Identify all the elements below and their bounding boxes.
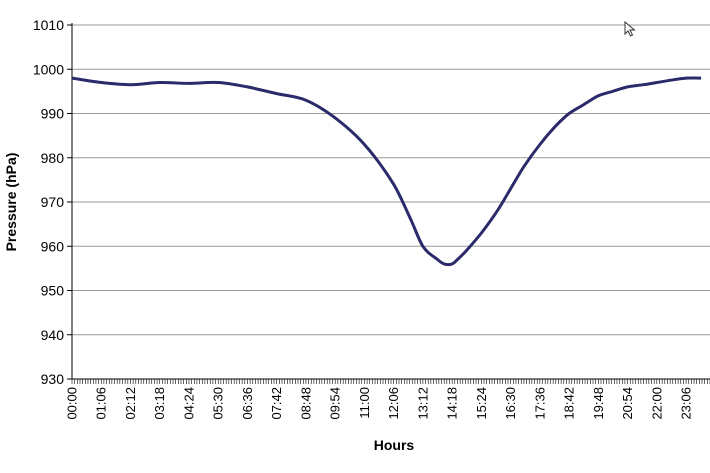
grid-lines xyxy=(72,24,710,336)
pressure-series-line xyxy=(71,76,702,267)
axes xyxy=(71,23,710,380)
x-tick-label: 04:24 xyxy=(181,387,196,420)
y-tick-label: 1000 xyxy=(33,61,64,77)
x-tick-label: 08:48 xyxy=(298,387,313,420)
y-tick-label: 940 xyxy=(41,327,65,343)
x-tick-label: 13:12 xyxy=(415,387,430,420)
x-tick-label: 15:24 xyxy=(474,387,489,420)
x-tick-label: 09:54 xyxy=(328,387,343,420)
y-tick-label: 930 xyxy=(41,371,65,387)
x-tick-label: 17:36 xyxy=(532,387,547,420)
x-tick-label: 07:42 xyxy=(269,387,284,420)
x-tick-label: 00:00 xyxy=(65,387,80,420)
x-tick-label: 06:36 xyxy=(240,387,255,420)
x-tick-label: 01:06 xyxy=(94,387,109,420)
mouse-pointer-icon xyxy=(624,21,636,37)
x-tick-label: 23:06 xyxy=(679,387,694,420)
y-tick-label: 960 xyxy=(41,238,65,254)
x-tick-label: 12:06 xyxy=(386,387,401,420)
x-axis-title: Hours xyxy=(374,437,415,453)
x-tick-label: 02:12 xyxy=(123,387,138,420)
y-tick-label: 1010 xyxy=(33,17,64,33)
y-tick-label: 980 xyxy=(41,150,65,166)
x-tick-label: 11:00 xyxy=(357,387,372,419)
x-axis-ticks: 00:00 01:06 02:12 03:18 04:24 05:30 06:36 07:42… xyxy=(65,379,710,420)
y-axis-title: Pressure (hPa) xyxy=(3,153,19,252)
x-tick-label: 05:30 xyxy=(211,387,226,420)
y-tick-label: 970 xyxy=(41,194,65,210)
x-tick-label: 03:18 xyxy=(152,387,167,420)
x-tick-label: 16:30 xyxy=(503,387,518,420)
y-tick-label: 990 xyxy=(41,106,65,122)
x-tick-label: 19:48 xyxy=(591,387,606,420)
x-tick-label: 14:18 xyxy=(445,387,460,420)
x-tick-label: 18:42 xyxy=(562,387,577,420)
y-tick-label: 950 xyxy=(41,283,65,299)
x-tick-label: 20:54 xyxy=(620,387,635,420)
x-tick-label: 22:00 xyxy=(649,387,664,420)
y-axis-ticks: 930 940 950 960 970 980 990 1000 1010 xyxy=(33,17,72,387)
